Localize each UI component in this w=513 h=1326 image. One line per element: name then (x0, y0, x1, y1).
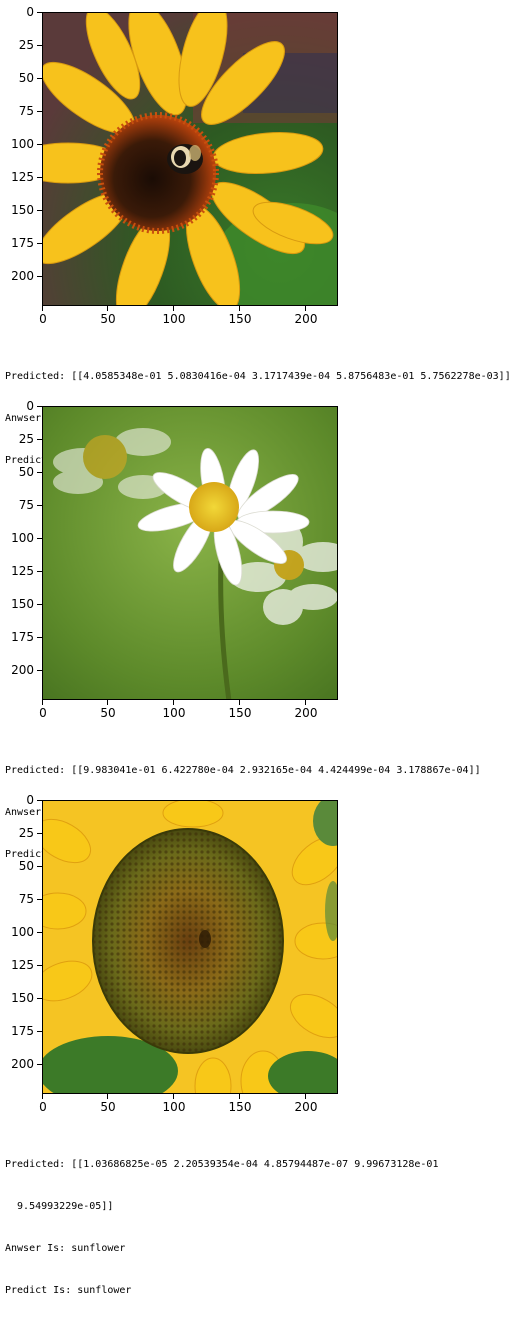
x-tick-label: 0 (23, 700, 63, 719)
bee-icon (199, 930, 211, 948)
y-tick-label: 200 (0, 664, 42, 676)
y-tick-label: 100 (0, 138, 42, 150)
y-tick-label: 150 (0, 204, 42, 216)
y-tick-label: 0 (0, 400, 42, 412)
y-tick-label: 0 (0, 794, 42, 806)
predicted-line: Predicted: [[9.983041e-01 6.422780e-04 2… (5, 765, 481, 776)
y-tick-label: 25 (0, 39, 42, 51)
flower-image (42, 12, 338, 306)
y-tick-label: 25 (0, 433, 42, 445)
y-tick-label: 125 (0, 959, 42, 971)
predict-line: Predict Is: sunflower (5, 1285, 132, 1296)
x-tick-label: 50 (88, 700, 128, 719)
image-plot: 0 25 50 75 100 125 150 175 200 0 50 100 … (0, 0, 513, 330)
y-tick-label: 50 (0, 860, 42, 872)
sunflower-bee-image (43, 13, 337, 305)
predicted-line: Predicted: [[1.03686825e-05 2.20539354e-… (5, 1159, 439, 1170)
x-tick-label: 100 (154, 306, 194, 325)
y-tick-label: 175 (0, 237, 42, 249)
y-tick-label: 200 (0, 1058, 42, 1070)
bee-icon (167, 144, 203, 174)
y-tick-label: 75 (0, 499, 42, 511)
image-plot: 0 25 50 75 100 125 150 175 200 0 50 100 … (0, 788, 513, 1118)
sunflower-closeup-image (43, 801, 337, 1093)
flower-image (42, 406, 338, 700)
x-tick-label: 200 (286, 1094, 326, 1113)
y-tick-label: 200 (0, 270, 42, 282)
image-plot: 0 25 50 75 100 125 150 175 200 0 50 100 … (0, 394, 513, 724)
x-tick-label: 200 (286, 306, 326, 325)
x-tick-label: 150 (220, 700, 260, 719)
output-log: Predicted: [[1.03686825e-05 2.20539354e-… (5, 1130, 513, 1326)
y-tick-label: 175 (0, 631, 42, 643)
result-block-3: 0 25 50 75 100 125 150 175 200 0 50 100 … (0, 788, 513, 1296)
x-tick-label: 150 (220, 306, 260, 325)
x-tick-label: 0 (23, 1094, 63, 1113)
result-block-2: 0 25 50 75 100 125 150 175 200 0 50 100 … (0, 394, 513, 860)
y-tick-label: 100 (0, 926, 42, 938)
x-tick-label: 50 (88, 306, 128, 325)
result-block-1: 0 25 50 75 100 125 150 175 200 0 50 100 … (0, 0, 513, 466)
x-tick-label: 200 (286, 700, 326, 719)
y-tick-label: 50 (0, 466, 42, 478)
y-tick-label: 75 (0, 893, 42, 905)
answer-line: Anwser Is: sunflower (5, 1243, 126, 1254)
x-tick-label: 150 (220, 1094, 260, 1113)
y-tick-label: 25 (0, 827, 42, 839)
y-tick-label: 125 (0, 565, 42, 577)
y-tick-label: 125 (0, 171, 42, 183)
daisy-image (43, 407, 337, 699)
y-tick-label: 175 (0, 1025, 42, 1037)
x-tick-label: 100 (154, 700, 194, 719)
flower-image (42, 800, 338, 1094)
y-tick-label: 75 (0, 105, 42, 117)
y-tick-label: 100 (0, 532, 42, 544)
y-tick-label: 50 (0, 72, 42, 84)
y-tick-label: 150 (0, 598, 42, 610)
x-tick-label: 100 (154, 1094, 194, 1113)
predicted-line: Predicted: [[4.0585348e-01 5.0830416e-04… (5, 371, 511, 382)
x-tick-label: 50 (88, 1094, 128, 1113)
predicted-line-continuation: 9.54993229e-05]] (5, 1201, 114, 1212)
y-tick-label: 150 (0, 992, 42, 1004)
y-tick-label: 0 (0, 6, 42, 18)
x-tick-label: 0 (23, 306, 63, 325)
